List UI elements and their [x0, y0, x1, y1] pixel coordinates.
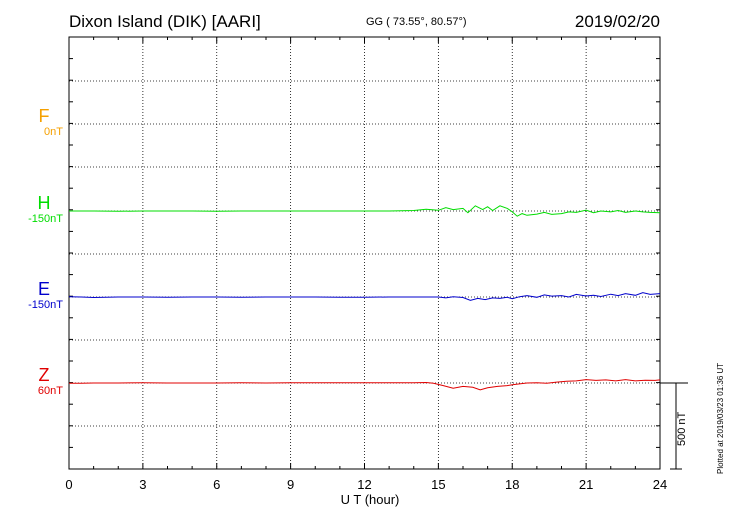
data-traces	[68, 205, 661, 391]
axis-ticks	[68, 36, 661, 469]
scale-bar-label: 500 nT	[676, 411, 688, 446]
x-axis-label: U T (hour)	[340, 492, 400, 507]
channel-name-h: H	[37, 193, 51, 213]
trace-h	[69, 205, 661, 217]
trace-e	[68, 292, 661, 301]
x-tick-label: 3	[139, 477, 147, 492]
grid-lines	[69, 37, 660, 469]
plotted-timestamp: Plotted at 2019/03/23 01:36 UT	[716, 362, 725, 474]
station-title: Dixon Island (DIK) [AARI]	[69, 12, 261, 31]
trace-z	[68, 379, 661, 391]
channel-baseline-h: -150nT	[28, 213, 63, 225]
channel-name-f: F	[38, 106, 50, 126]
station-coordinates: GG ( 73.55°, 80.57°)	[366, 16, 467, 28]
x-tick-label: 21	[578, 477, 594, 492]
x-tick-label: 15	[431, 477, 446, 492]
channel-baseline-z: 60nT	[37, 385, 63, 397]
channel-name-e: E	[37, 279, 50, 299]
x-tick-label: 24	[652, 477, 668, 492]
x-tick-label: 9	[287, 477, 295, 492]
plot-date: 2019/02/20	[574, 12, 660, 31]
channel-baseline-e: -150nT	[28, 299, 63, 311]
channel-name-z: Z	[38, 365, 50, 385]
x-tick-label: 18	[505, 477, 520, 492]
x-tick-label: 12	[357, 477, 372, 492]
x-tick-label: 0	[65, 477, 73, 492]
scale-bar	[660, 382, 688, 470]
x-tick-label: 6	[213, 477, 221, 492]
channel-baseline-f: 0nT	[44, 126, 63, 138]
